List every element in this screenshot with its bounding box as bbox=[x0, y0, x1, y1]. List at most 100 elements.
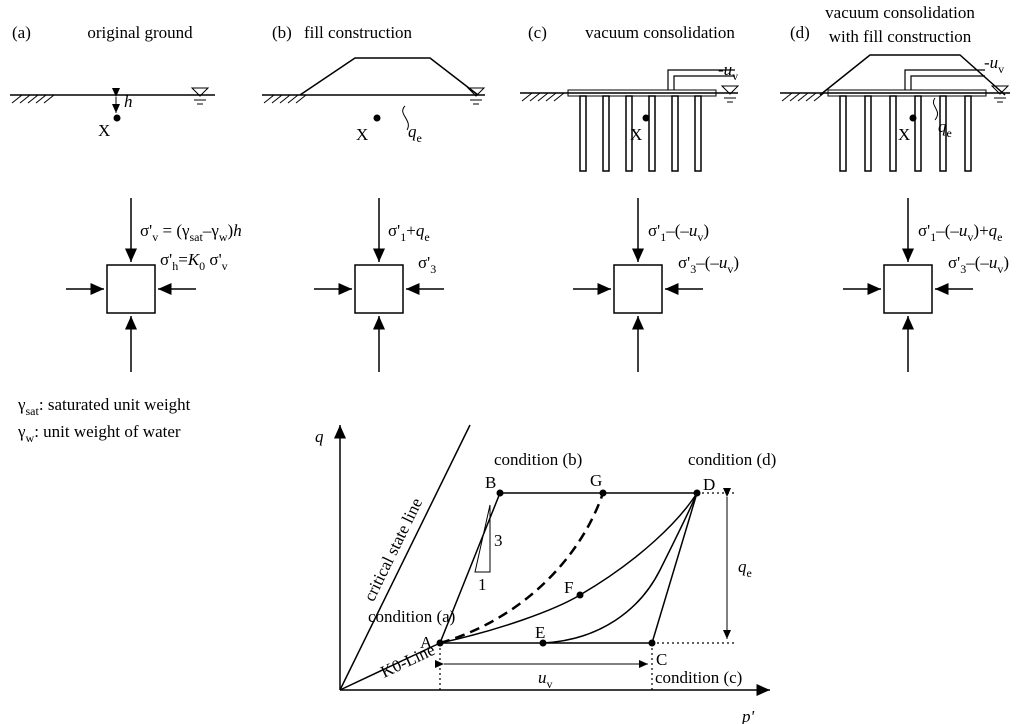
slope-label: 3 bbox=[494, 531, 503, 550]
point-label: E bbox=[535, 623, 545, 642]
text-part: q bbox=[416, 221, 425, 240]
text-part: u bbox=[689, 221, 698, 240]
point-label: D bbox=[703, 475, 715, 494]
panel-tag: (a) bbox=[12, 23, 31, 42]
point-label: G bbox=[590, 471, 602, 490]
panel-tag: (c) bbox=[528, 23, 547, 42]
text-part: σ' bbox=[205, 250, 221, 269]
point-label: X bbox=[898, 125, 910, 144]
line-label: critical state line bbox=[360, 495, 426, 604]
text-part: u bbox=[724, 60, 733, 79]
text-part: u bbox=[959, 221, 968, 240]
x-axis-label: p' bbox=[741, 707, 755, 724]
point-label: C bbox=[656, 650, 667, 669]
condition-label: condition (c) bbox=[655, 668, 742, 687]
surcharge-label: qe bbox=[408, 122, 422, 145]
suction-label: -uv bbox=[984, 53, 1004, 76]
text-part: γ bbox=[181, 221, 190, 240]
text-part: u bbox=[990, 53, 999, 72]
horizontal-stress: σ'3–(–uv) bbox=[678, 253, 739, 276]
text-part: 3 bbox=[430, 262, 436, 276]
text-part: e bbox=[997, 230, 1002, 244]
text-part: ) bbox=[1003, 253, 1009, 272]
text-part: q bbox=[408, 122, 417, 141]
surcharge-label: qe bbox=[938, 117, 952, 140]
surcharge-label: qe bbox=[738, 557, 752, 580]
text-part: 1 bbox=[400, 230, 406, 244]
text-part: ) bbox=[228, 221, 234, 240]
text-part: σ' bbox=[918, 221, 930, 240]
panel-title: with fill construction bbox=[829, 27, 972, 46]
text-part: : unit weight of water bbox=[34, 422, 181, 441]
text-part: w bbox=[219, 230, 228, 244]
text-part: 1 bbox=[930, 230, 936, 244]
panel-title: vacuum consolidation bbox=[585, 23, 735, 42]
vertical-stress: σ'v = (γsat–γw)h bbox=[140, 221, 242, 244]
condition-label: condition (a) bbox=[368, 607, 455, 626]
text-part: γ bbox=[17, 422, 26, 441]
panel-title: vacuum consolidation bbox=[825, 3, 975, 22]
text-part: ) bbox=[703, 221, 709, 240]
text-part: σ' bbox=[948, 253, 960, 272]
text-part: σ' bbox=[418, 253, 430, 272]
text-part: e bbox=[424, 230, 429, 244]
point-label: X bbox=[356, 125, 368, 144]
horizontal-stress: σ'3–(–uv) bbox=[948, 253, 1009, 276]
text-part: σ' bbox=[160, 250, 172, 269]
text-part: –(– bbox=[965, 253, 989, 272]
text-part: –(– bbox=[935, 221, 959, 240]
text-part: 1 bbox=[660, 230, 666, 244]
legend-entry: γw: unit weight of water bbox=[17, 422, 181, 445]
horizontal-stress: σ'3 bbox=[418, 253, 436, 276]
text-part: sat bbox=[26, 404, 40, 418]
text-part: v bbox=[732, 69, 738, 83]
text-part: h bbox=[233, 221, 242, 240]
y-axis-label: q bbox=[315, 427, 324, 446]
suction-label: uv bbox=[538, 668, 553, 691]
text-part: v bbox=[697, 230, 703, 244]
text-part: – bbox=[202, 221, 212, 240]
vertical-stress: σ'1–(–uv) bbox=[648, 221, 709, 244]
panel-title: fill construction bbox=[304, 23, 413, 42]
text-part: σ' bbox=[678, 253, 690, 272]
text-part: v bbox=[222, 259, 228, 273]
text-part: 0 bbox=[199, 259, 205, 273]
suction-label: -uv bbox=[718, 60, 738, 83]
text-part: γ bbox=[210, 221, 219, 240]
text-part: v bbox=[998, 62, 1004, 76]
text-part: )+ bbox=[973, 221, 988, 240]
panel-tag: (d) bbox=[790, 23, 810, 42]
point-label: B bbox=[485, 473, 496, 492]
text-part: : saturated unit weight bbox=[39, 395, 191, 414]
text-part: –(– bbox=[665, 221, 689, 240]
text-part: v bbox=[727, 262, 733, 276]
text-part: u bbox=[538, 668, 547, 687]
legend-entry: γsat: saturated unit weight bbox=[17, 395, 191, 418]
text-part: u bbox=[989, 253, 998, 272]
vertical-stress: σ'1–(–uv)+qe bbox=[918, 221, 1002, 244]
text-part: 3 bbox=[960, 262, 966, 276]
depth-label: h bbox=[124, 92, 133, 111]
text-part: K bbox=[187, 250, 201, 269]
text-part: sat bbox=[190, 230, 204, 244]
text-part: e bbox=[417, 131, 422, 145]
text-part: q bbox=[938, 117, 947, 136]
condition-label: condition (b) bbox=[494, 450, 582, 469]
text-part: v bbox=[547, 677, 553, 691]
text-part: –(– bbox=[695, 253, 719, 272]
point-label: A bbox=[420, 633, 433, 652]
vertical-stress: σ'1+qe bbox=[388, 221, 430, 244]
text-part: σ' bbox=[388, 221, 400, 240]
text-part: e bbox=[947, 126, 952, 140]
horizontal-stress: σ'h=K0 σ'v bbox=[160, 250, 228, 273]
text-part: σ' bbox=[648, 221, 660, 240]
drawings bbox=[10, 54, 1010, 696]
panel-title: original ground bbox=[87, 23, 193, 42]
text-part: = bbox=[178, 250, 188, 269]
text-part: v bbox=[967, 230, 973, 244]
point-label: X bbox=[630, 125, 642, 144]
text-part: w bbox=[26, 431, 35, 445]
condition-label: condition (d) bbox=[688, 450, 776, 469]
text-part: σ' bbox=[140, 221, 152, 240]
